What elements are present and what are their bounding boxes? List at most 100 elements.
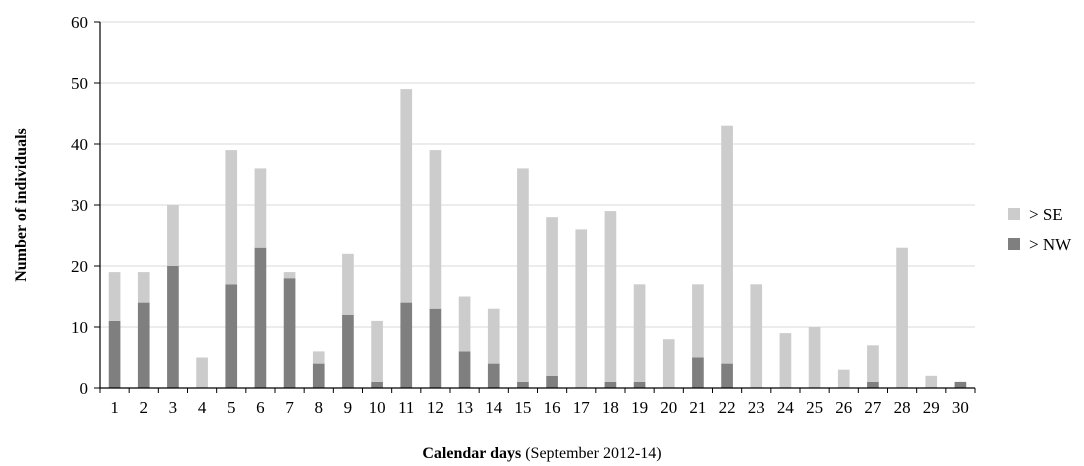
bar-segment bbox=[167, 266, 179, 388]
y-tick-label: 60 bbox=[71, 13, 88, 32]
x-axis-title-rest: (September 2012-14) bbox=[521, 445, 661, 462]
bar-segment bbox=[400, 302, 413, 388]
x-tick-label: 24 bbox=[777, 398, 795, 417]
bar-segment bbox=[575, 229, 588, 388]
x-tick-label: 2 bbox=[140, 398, 149, 417]
x-axis-title: Calendar days (September 2012-14) bbox=[422, 445, 661, 462]
x-tick-label: 12 bbox=[427, 398, 444, 417]
bar-segment bbox=[371, 381, 383, 388]
y-tick-label: 40 bbox=[71, 135, 88, 154]
y-tick-label: 10 bbox=[71, 318, 88, 337]
bar-segment bbox=[779, 333, 792, 388]
x-tick-label: 9 bbox=[344, 398, 353, 417]
bar-segment bbox=[604, 381, 617, 388]
legend-label: > NW bbox=[1029, 235, 1072, 254]
bar-segment bbox=[867, 381, 879, 388]
x-tick-label: 1 bbox=[110, 398, 119, 417]
bar-segment bbox=[342, 314, 354, 388]
bar-segment bbox=[837, 369, 850, 388]
bar-segment bbox=[867, 345, 879, 382]
bar-segment bbox=[487, 363, 500, 388]
bar-segment bbox=[196, 357, 208, 388]
x-tick-label: 16 bbox=[544, 398, 561, 417]
bar-segment bbox=[546, 375, 558, 388]
x-tick-label: 5 bbox=[227, 398, 236, 417]
bar-segment bbox=[692, 284, 704, 358]
bar-segment bbox=[283, 278, 296, 388]
x-tick-label: 14 bbox=[485, 398, 503, 417]
x-tick-label: 30 bbox=[952, 398, 969, 417]
bar-segment bbox=[458, 296, 471, 352]
bar-segment bbox=[400, 89, 413, 303]
bar-segment bbox=[108, 272, 121, 321]
bar-segment bbox=[808, 327, 821, 388]
bar-segment bbox=[517, 168, 529, 382]
bar-segment bbox=[721, 363, 733, 388]
bar-segment bbox=[692, 357, 704, 388]
bar-segment bbox=[312, 363, 325, 388]
y-tick-label: 20 bbox=[71, 257, 88, 276]
x-tick-label: 18 bbox=[602, 398, 619, 417]
bar-segment bbox=[925, 375, 938, 388]
bar-segment bbox=[633, 284, 646, 382]
y-tick-label: 50 bbox=[71, 74, 88, 93]
x-tick-label: 15 bbox=[514, 398, 531, 417]
x-tick-label: 25 bbox=[806, 398, 823, 417]
bar-segment bbox=[633, 381, 646, 388]
bar-segment bbox=[954, 381, 967, 388]
bar-segment bbox=[371, 320, 383, 382]
bar-segment bbox=[750, 284, 763, 388]
legend-label: > SE bbox=[1029, 205, 1063, 224]
bar-segment bbox=[254, 247, 267, 388]
y-tick-label: 30 bbox=[71, 196, 88, 215]
x-tick-label: 26 bbox=[835, 398, 852, 417]
bar-segment bbox=[517, 381, 529, 388]
x-axis-title-bold: Calendar days bbox=[422, 445, 521, 462]
bar-segment bbox=[108, 320, 121, 388]
x-tick-label: 6 bbox=[256, 398, 265, 417]
axes bbox=[94, 21, 976, 393]
bar-segment bbox=[429, 308, 442, 388]
bar-segment bbox=[137, 302, 150, 388]
x-tick-label: 13 bbox=[456, 398, 473, 417]
bar-segment bbox=[896, 247, 908, 388]
bar-segment bbox=[283, 272, 296, 279]
x-tick-label: 20 bbox=[660, 398, 677, 417]
legend-swatch bbox=[1008, 208, 1020, 220]
bar-segment bbox=[312, 351, 325, 364]
bar-segment bbox=[167, 205, 179, 266]
bar-segment bbox=[662, 339, 675, 388]
y-axis-title: Number of individuals bbox=[13, 128, 30, 282]
x-tick-label: 22 bbox=[719, 398, 736, 417]
x-tick-label: 4 bbox=[198, 398, 207, 417]
x-tick-label: 3 bbox=[169, 398, 178, 417]
y-tick-label: 0 bbox=[80, 379, 89, 398]
x-tick-label: 29 bbox=[923, 398, 940, 417]
x-tick-label: 8 bbox=[315, 398, 324, 417]
bar-segment bbox=[254, 168, 267, 248]
x-tick-labels: 1 2 3 4 5 6 7 8 9 10 11 12 13 14 15 16 17 18 19 20 21 22 23 24 2… bbox=[110, 398, 969, 417]
x-tick-label: 19 bbox=[631, 398, 648, 417]
bar-segment bbox=[487, 308, 500, 364]
bar-segment bbox=[342, 253, 354, 315]
bar-segment bbox=[604, 211, 617, 382]
bar-segment bbox=[546, 217, 558, 376]
x-tick-label: 23 bbox=[748, 398, 765, 417]
bar-segment bbox=[458, 351, 471, 388]
gridlines bbox=[100, 21, 975, 328]
bar-segment bbox=[137, 272, 150, 303]
legend: > SE > NW bbox=[1008, 205, 1072, 254]
x-tick-label: 10 bbox=[369, 398, 386, 417]
bar-segment bbox=[429, 150, 442, 309]
x-tick-label: 7 bbox=[285, 398, 294, 417]
x-tick-label: 17 bbox=[573, 398, 591, 417]
bars bbox=[108, 89, 967, 388]
bar-segment bbox=[225, 150, 238, 285]
x-tick-label: 27 bbox=[864, 398, 882, 417]
x-tick-label: 28 bbox=[894, 398, 911, 417]
x-tick-label: 21 bbox=[689, 398, 706, 417]
bar-segment bbox=[225, 284, 238, 388]
y-tick-labels: 0 10 20 30 40 50 60 bbox=[71, 13, 88, 398]
x-tick-label: 11 bbox=[398, 398, 414, 417]
